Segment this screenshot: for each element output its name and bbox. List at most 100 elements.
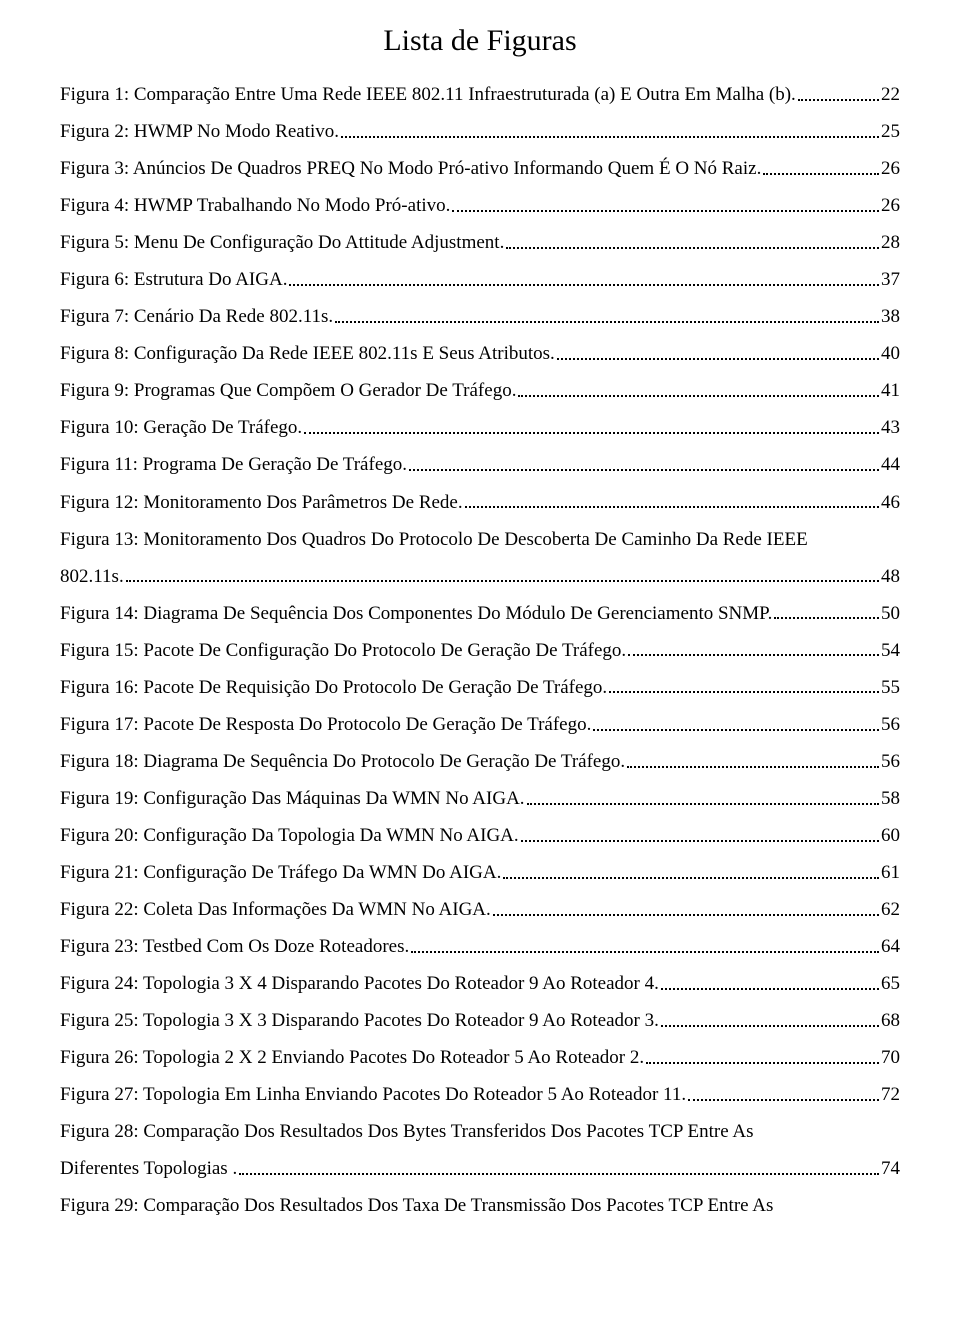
figure-label: Figura 4: HWMP Trabalhando No Modo Pró-a… bbox=[60, 187, 450, 224]
figure-label: 802.11s. bbox=[60, 558, 124, 595]
figure-page: 72 bbox=[881, 1076, 900, 1113]
figure-label: Figura 21: Configuração De Tráfego Da WM… bbox=[60, 854, 501, 891]
figure-page: 74 bbox=[881, 1150, 900, 1187]
figure-label: Figura 14: Diagrama De Sequência Dos Com… bbox=[60, 595, 772, 632]
figure-label: Figura 1: Comparação Entre Uma Rede IEEE… bbox=[60, 76, 796, 113]
list-item: Figura 29: Comparação Dos Resultados Dos… bbox=[60, 1187, 900, 1224]
figure-label: Figura 17: Pacote De Resposta Do Protoco… bbox=[60, 706, 591, 743]
list-item: Figura 13: Monitoramento Dos Quadros Do … bbox=[60, 521, 900, 558]
figure-page: 46 bbox=[881, 484, 900, 521]
list-item: Figura 18: Diagrama De Sequência Do Prot… bbox=[60, 743, 900, 780]
list-item: 802.11s. 48 bbox=[60, 558, 900, 595]
figure-label: Figura 13: Monitoramento Dos Quadros Do … bbox=[60, 521, 808, 558]
figure-page: 28 bbox=[881, 224, 900, 261]
figure-label: Figura 22: Coleta Das Informações Da WMN… bbox=[60, 891, 491, 928]
list-item: Figura 23: Testbed Com Os Doze Roteadore… bbox=[60, 928, 900, 965]
dot-leader bbox=[763, 162, 879, 174]
dot-leader bbox=[628, 644, 879, 656]
dot-leader bbox=[609, 681, 879, 693]
figure-label: Figura 20: Configuração Da Topologia Da … bbox=[60, 817, 519, 854]
dot-leader bbox=[661, 977, 879, 989]
dot-leader bbox=[527, 792, 879, 804]
figure-label: Figura 23: Testbed Com Os Doze Roteadore… bbox=[60, 928, 409, 965]
dot-leader bbox=[688, 1089, 879, 1101]
list-item: Figura 4: HWMP Trabalhando No Modo Pró-a… bbox=[60, 187, 900, 224]
list-item: Figura 3: Anúncios De Quadros PREQ No Mo… bbox=[60, 150, 900, 187]
figure-page: 26 bbox=[881, 150, 900, 187]
figure-page: 61 bbox=[881, 854, 900, 891]
figure-label: Figura 18: Diagrama De Sequência Do Prot… bbox=[60, 743, 625, 780]
figure-page: 25 bbox=[881, 113, 900, 150]
figure-label: Figura 28: Comparação Dos Resultados Dos… bbox=[60, 1113, 753, 1150]
figure-page: 65 bbox=[881, 965, 900, 1002]
figure-label: Figura 16: Pacote De Requisição Do Proto… bbox=[60, 669, 607, 706]
figure-page: 56 bbox=[881, 743, 900, 780]
list-item: Diferentes Topologias . 74 bbox=[60, 1150, 900, 1187]
figure-label: Figura 11: Programa De Geração De Tráfeg… bbox=[60, 446, 407, 483]
figure-page: 44 bbox=[881, 446, 900, 483]
list-item: Figura 25: Topologia 3 X 3 Disparando Pa… bbox=[60, 1002, 900, 1039]
list-item: Figura 14: Diagrama De Sequência Dos Com… bbox=[60, 595, 900, 632]
dot-leader bbox=[126, 570, 879, 582]
figure-label: Figura 7: Cenário Da Rede 802.11s. bbox=[60, 298, 333, 335]
list-item: Figura 6: Estrutura Do AIGA.37 bbox=[60, 261, 900, 298]
dot-leader bbox=[465, 496, 879, 508]
figure-page: 40 bbox=[881, 335, 900, 372]
figure-label: Figura 15: Pacote De Configuração Do Pro… bbox=[60, 632, 626, 669]
figure-page: 48 bbox=[881, 558, 900, 595]
list-item: Figura 15: Pacote De Configuração Do Pro… bbox=[60, 632, 900, 669]
dot-leader bbox=[341, 125, 879, 137]
figure-page: 54 bbox=[881, 632, 900, 669]
figure-label: Figura 19: Configuração Das Máquinas Da … bbox=[60, 780, 525, 817]
figure-page: 26 bbox=[881, 187, 900, 224]
figure-page: 70 bbox=[881, 1039, 900, 1076]
figure-label: Figura 8: Configuração Da Rede IEEE 802.… bbox=[60, 335, 555, 372]
list-item: Figura 9: Programas Que Compõem O Gerado… bbox=[60, 372, 900, 409]
figure-label: Figura 2: HWMP No Modo Reativo. bbox=[60, 113, 339, 150]
list-item: Figura 11: Programa De Geração De Tráfeg… bbox=[60, 446, 900, 483]
figure-label: Figura 25: Topologia 3 X 3 Disparando Pa… bbox=[60, 1002, 659, 1039]
figure-label: Figura 3: Anúncios De Quadros PREQ No Mo… bbox=[60, 150, 761, 187]
figure-label: Figura 27: Topologia Em Linha Enviando P… bbox=[60, 1076, 686, 1113]
dot-leader bbox=[627, 755, 879, 767]
figure-page: 58 bbox=[881, 780, 900, 817]
list-item: Figura 22: Coleta Das Informações Da WMN… bbox=[60, 891, 900, 928]
figure-label: Figura 26: Topologia 2 X 2 Enviando Paco… bbox=[60, 1039, 644, 1076]
list-item: Figura 7: Cenário Da Rede 802.11s.38 bbox=[60, 298, 900, 335]
dot-leader bbox=[661, 1014, 879, 1026]
list-item: Figura 8: Configuração Da Rede IEEE 802.… bbox=[60, 335, 900, 372]
dot-leader bbox=[518, 385, 879, 397]
dot-leader bbox=[452, 199, 879, 211]
figure-page: 68 bbox=[881, 1002, 900, 1039]
dot-leader bbox=[409, 459, 879, 471]
figure-page: 60 bbox=[881, 817, 900, 854]
list-item: Figura 24: Topologia 3 X 4 Disparando Pa… bbox=[60, 965, 900, 1002]
dot-leader bbox=[289, 274, 879, 286]
list-item: Figura 1: Comparação Entre Uma Rede IEEE… bbox=[60, 76, 900, 113]
list-item: Figura 5: Menu De Configuração Do Attitu… bbox=[60, 224, 900, 261]
dot-leader bbox=[493, 903, 879, 915]
figure-label: Figura 6: Estrutura Do AIGA. bbox=[60, 261, 287, 298]
figure-label: Figura 24: Topologia 3 X 4 Disparando Pa… bbox=[60, 965, 659, 1002]
dot-leader bbox=[646, 1052, 879, 1064]
list-item: Figura 2: HWMP No Modo Reativo. 25 bbox=[60, 113, 900, 150]
page-title: Lista de Figuras bbox=[60, 24, 900, 58]
dot-leader bbox=[798, 88, 879, 100]
figure-page: 64 bbox=[881, 928, 900, 965]
dot-leader bbox=[521, 829, 879, 841]
list-item: Figura 26: Topologia 2 X 2 Enviando Paco… bbox=[60, 1039, 900, 1076]
figure-page: 62 bbox=[881, 891, 900, 928]
figure-label: Figura 10: Geração De Tráfego. bbox=[60, 409, 302, 446]
dot-leader bbox=[503, 866, 879, 878]
dot-leader bbox=[557, 348, 879, 360]
list-item: Figura 10: Geração De Tráfego.43 bbox=[60, 409, 900, 446]
list-item: Figura 20: Configuração Da Topologia Da … bbox=[60, 817, 900, 854]
figure-label: Figura 9: Programas Que Compõem O Gerado… bbox=[60, 372, 516, 409]
figure-page: 56 bbox=[881, 706, 900, 743]
list-item: Figura 19: Configuração Das Máquinas Da … bbox=[60, 780, 900, 817]
figure-page: 55 bbox=[881, 669, 900, 706]
figure-label: Diferentes Topologias . bbox=[60, 1150, 237, 1187]
list-item: Figura 27: Topologia Em Linha Enviando P… bbox=[60, 1076, 900, 1113]
figure-label: Figura 12: Monitoramento Dos Parâmetros … bbox=[60, 484, 463, 521]
figure-page: 41 bbox=[881, 372, 900, 409]
